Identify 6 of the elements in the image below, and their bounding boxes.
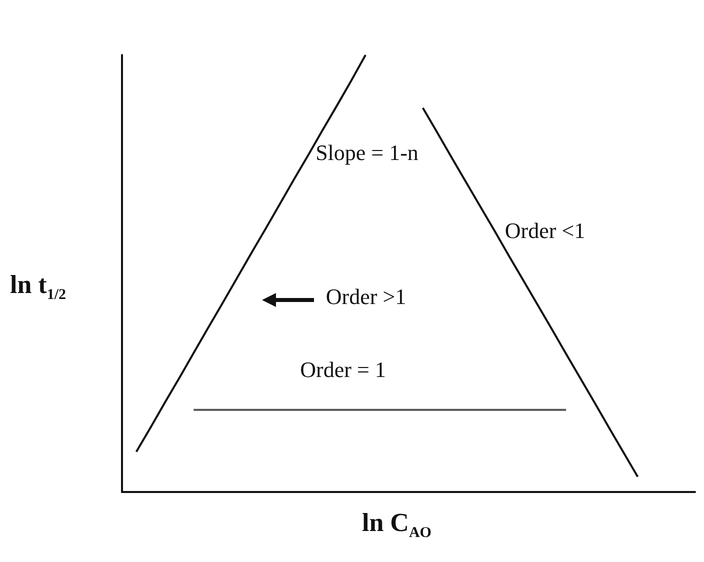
annotation: Slope = 1-n <box>316 140 418 166</box>
x-axis-title: ln C$_{AO}$ <box>362 508 432 542</box>
annotation: Order = 1 <box>300 357 386 383</box>
annotation: Order >1 <box>326 284 406 310</box>
annotation: Order <1 <box>504 218 586 244</box>
y-axis-title: ln t$_{1/2}$ <box>10 270 66 304</box>
